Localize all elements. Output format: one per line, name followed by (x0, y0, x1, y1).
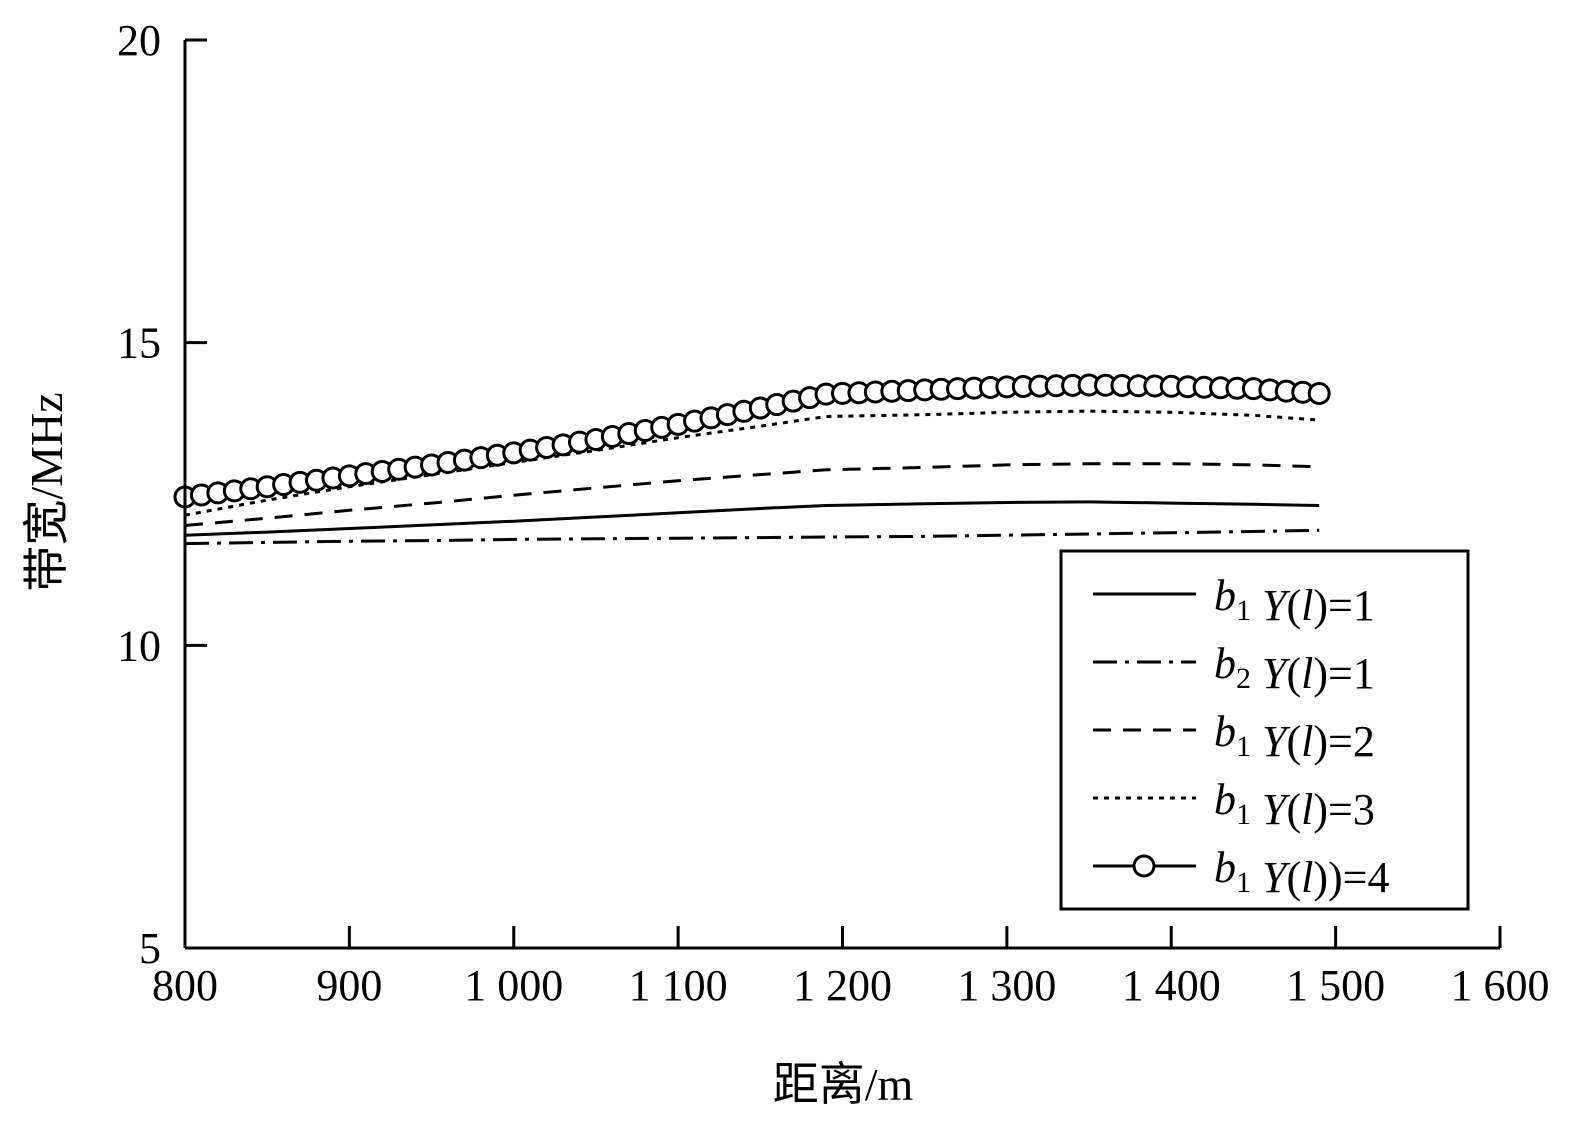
legend: b1 Y(l)=1 b2 Y(l)=1 b1 Y(l)=2 b1 Y(l)=3 b1 Y… (1059, 549, 1470, 911)
y-tick-label: 20 (117, 16, 161, 65)
x-tick-label: 1 000 (464, 961, 563, 1010)
x-tick-label: 900 (316, 961, 382, 1010)
plot-lines (173, 373, 1331, 546)
x-tick-label: 1 300 (957, 961, 1056, 1010)
x-tick-label: 1 100 (629, 961, 728, 1010)
legend-label: b2 Y(l)=1 (1214, 639, 1375, 698)
tick-labels: 5 10 15 20 800 900 1 000 1 100 1 200 1 300 1 400 1 … (117, 16, 1550, 1010)
legend-label: b1 Y(l)=2 (1214, 707, 1375, 766)
y-axis-title: 带宽/MHz (21, 392, 72, 591)
axes (183, 38, 1502, 950)
x-tick-label: 1 500 (1286, 961, 1385, 1010)
x-tick-label: 1 400 (1122, 961, 1221, 1010)
y-tick-label: 5 (139, 924, 161, 973)
y-tick-label: 15 (117, 319, 161, 368)
y-tick-label: 10 (117, 621, 161, 670)
series-line (184, 500, 1320, 537)
series-marker (1307, 382, 1331, 406)
legend-label: b1 Y(l))=4 (1214, 843, 1390, 902)
legend-label: b1 Y(l)=3 (1214, 775, 1375, 834)
x-tick-label: 1 600 (1451, 961, 1550, 1010)
x-tick-label: 800 (152, 961, 218, 1010)
legend-marker (1132, 854, 1156, 878)
x-tick-label: 1 200 (793, 961, 892, 1010)
legend-label: b1 Y(l)=1 (1214, 571, 1375, 630)
series-line (184, 462, 1320, 527)
series-line (184, 528, 1320, 546)
x-axis-title: 距离/m (773, 1059, 914, 1110)
